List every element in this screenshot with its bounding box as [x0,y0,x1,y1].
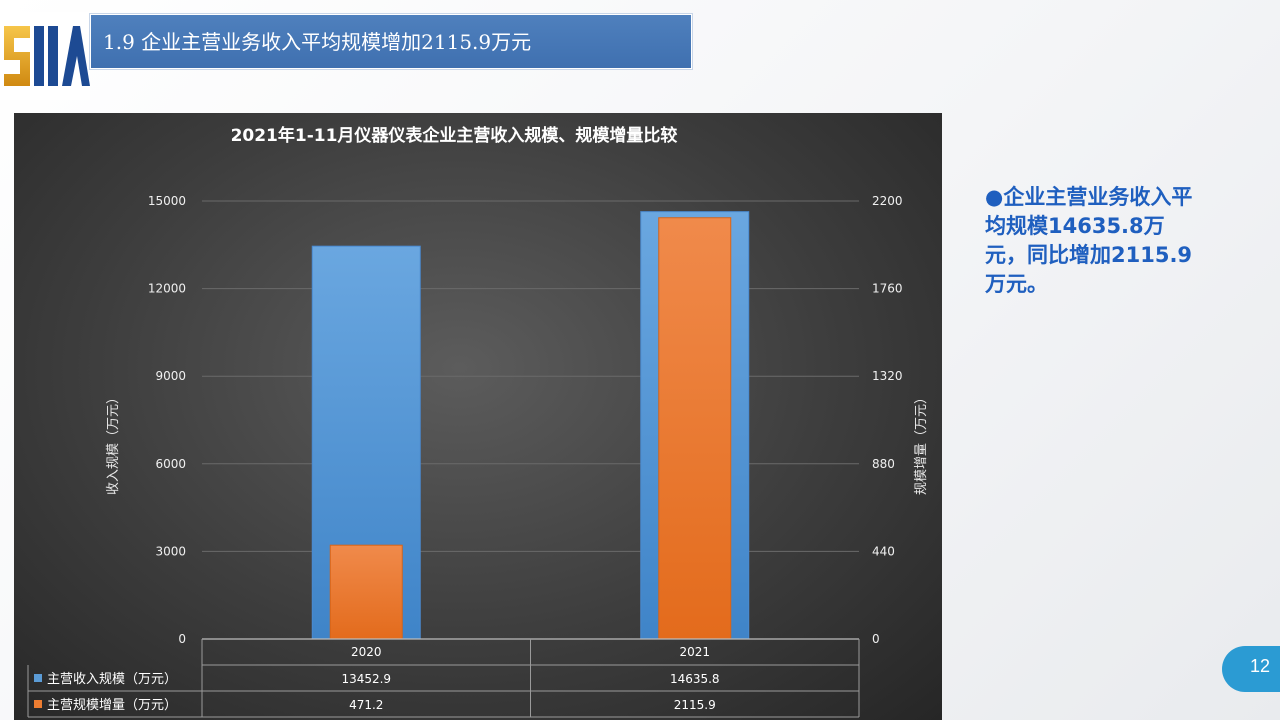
bar-increase-2020 [329,544,403,640]
y2-tick-label: 1320 [872,369,903,383]
legend-label: 主营规模增量（万元） [47,698,177,713]
y-tick-label: 15000 [148,194,186,208]
y2-tick-label: 1760 [872,282,903,296]
y2-tick-label: 2200 [872,194,903,208]
y-tick-label: 0 [178,632,186,646]
summary-note: ●企业主营业务收入平均规模14635.8万元，同比增加2115.9万元。 [985,185,1193,296]
grid-lines [202,200,859,552]
data-table: 2020 2021 主营收入规模（万元） 13452.9 14635.8 主营规模增量（万… [27,638,860,718]
siia-logo [0,12,90,100]
legend-swatch [34,700,42,708]
chart-panel: 2021年1-11月仪器仪表企业主营收入规模、规模增量比较 0 3000 6000 9… [14,113,942,720]
y-tick-label: 12000 [148,282,186,296]
data-label: 13452.9 [341,672,391,686]
x-tick-label: 2021 [679,645,710,659]
bar-chart: 2021年1-11月仪器仪表企业主营收入规模、规模增量比较 0 3000 6000 9… [27,125,929,718]
y-axis-ticks: 0 3000 6000 9000 12000 15000 [148,194,186,646]
y2-tick-label: 0 [872,632,880,646]
data-label: 14635.8 [670,672,720,686]
bar-increase-2021 [658,217,732,640]
data-label: 2115.9 [674,698,716,712]
y-tick-label: 6000 [155,457,186,471]
legend-swatch [34,674,42,682]
y2-tick-label: 440 [872,544,895,558]
bar-group [311,211,750,640]
chart-title: 2021年1-11月仪器仪表企业主营收入规模、规模增量比较 [231,125,678,146]
y2-tick-label: 880 [872,457,895,471]
y2-axis-label: 规模增量（万元） [914,391,929,495]
x-tick-label: 2020 [351,645,382,659]
y2-axis-ticks: 0 440 880 1320 1760 2200 [872,194,903,646]
page-number-badge: 12 [1222,646,1280,692]
data-label: 471.2 [349,698,383,712]
page-title: 1.9 企业主营业务收入平均规模增加2115.9万元 [90,14,692,69]
y-axis-label: 收入规模（万元） [106,391,121,495]
legend-label: 主营收入规模（万元） [47,672,177,687]
y-tick-label: 9000 [155,369,186,383]
y-tick-label: 3000 [155,544,186,558]
